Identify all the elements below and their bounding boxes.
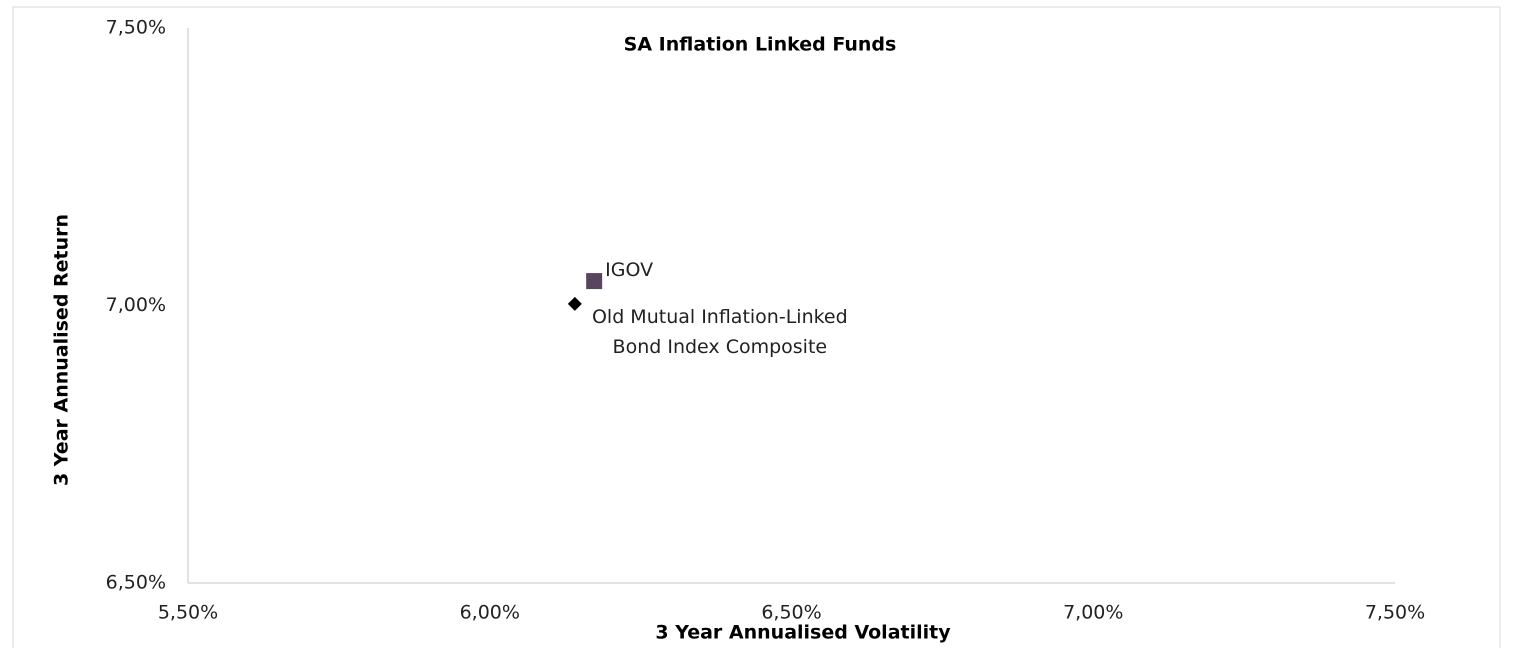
x-tick-label: 6,50% <box>761 602 821 624</box>
chart-title: SA Inflation Linked Funds <box>624 34 897 56</box>
point <box>567 296 582 311</box>
y-tick-label: 7,00% <box>106 294 166 316</box>
x-tick-label: 6,00% <box>460 602 520 624</box>
point-label: Old Mutual Inflation-Linked Bond Index C… <box>591 305 848 358</box>
x-axis-title: 3 Year Annualised Volatility <box>655 622 951 644</box>
x-tick-label: 7,00% <box>1063 602 1123 624</box>
x-tick-label: 7,50% <box>1365 602 1425 624</box>
chart-frame <box>12 6 1501 648</box>
x-tick-label: 5,50% <box>158 602 218 624</box>
y-tick-label: 7,50% <box>106 17 166 39</box>
y-tick-label: 6,50% <box>106 572 166 594</box>
point-label: IGOV <box>605 259 654 282</box>
y-axis-title: 3 Year Annualised Return <box>51 214 73 486</box>
point <box>586 273 603 290</box>
